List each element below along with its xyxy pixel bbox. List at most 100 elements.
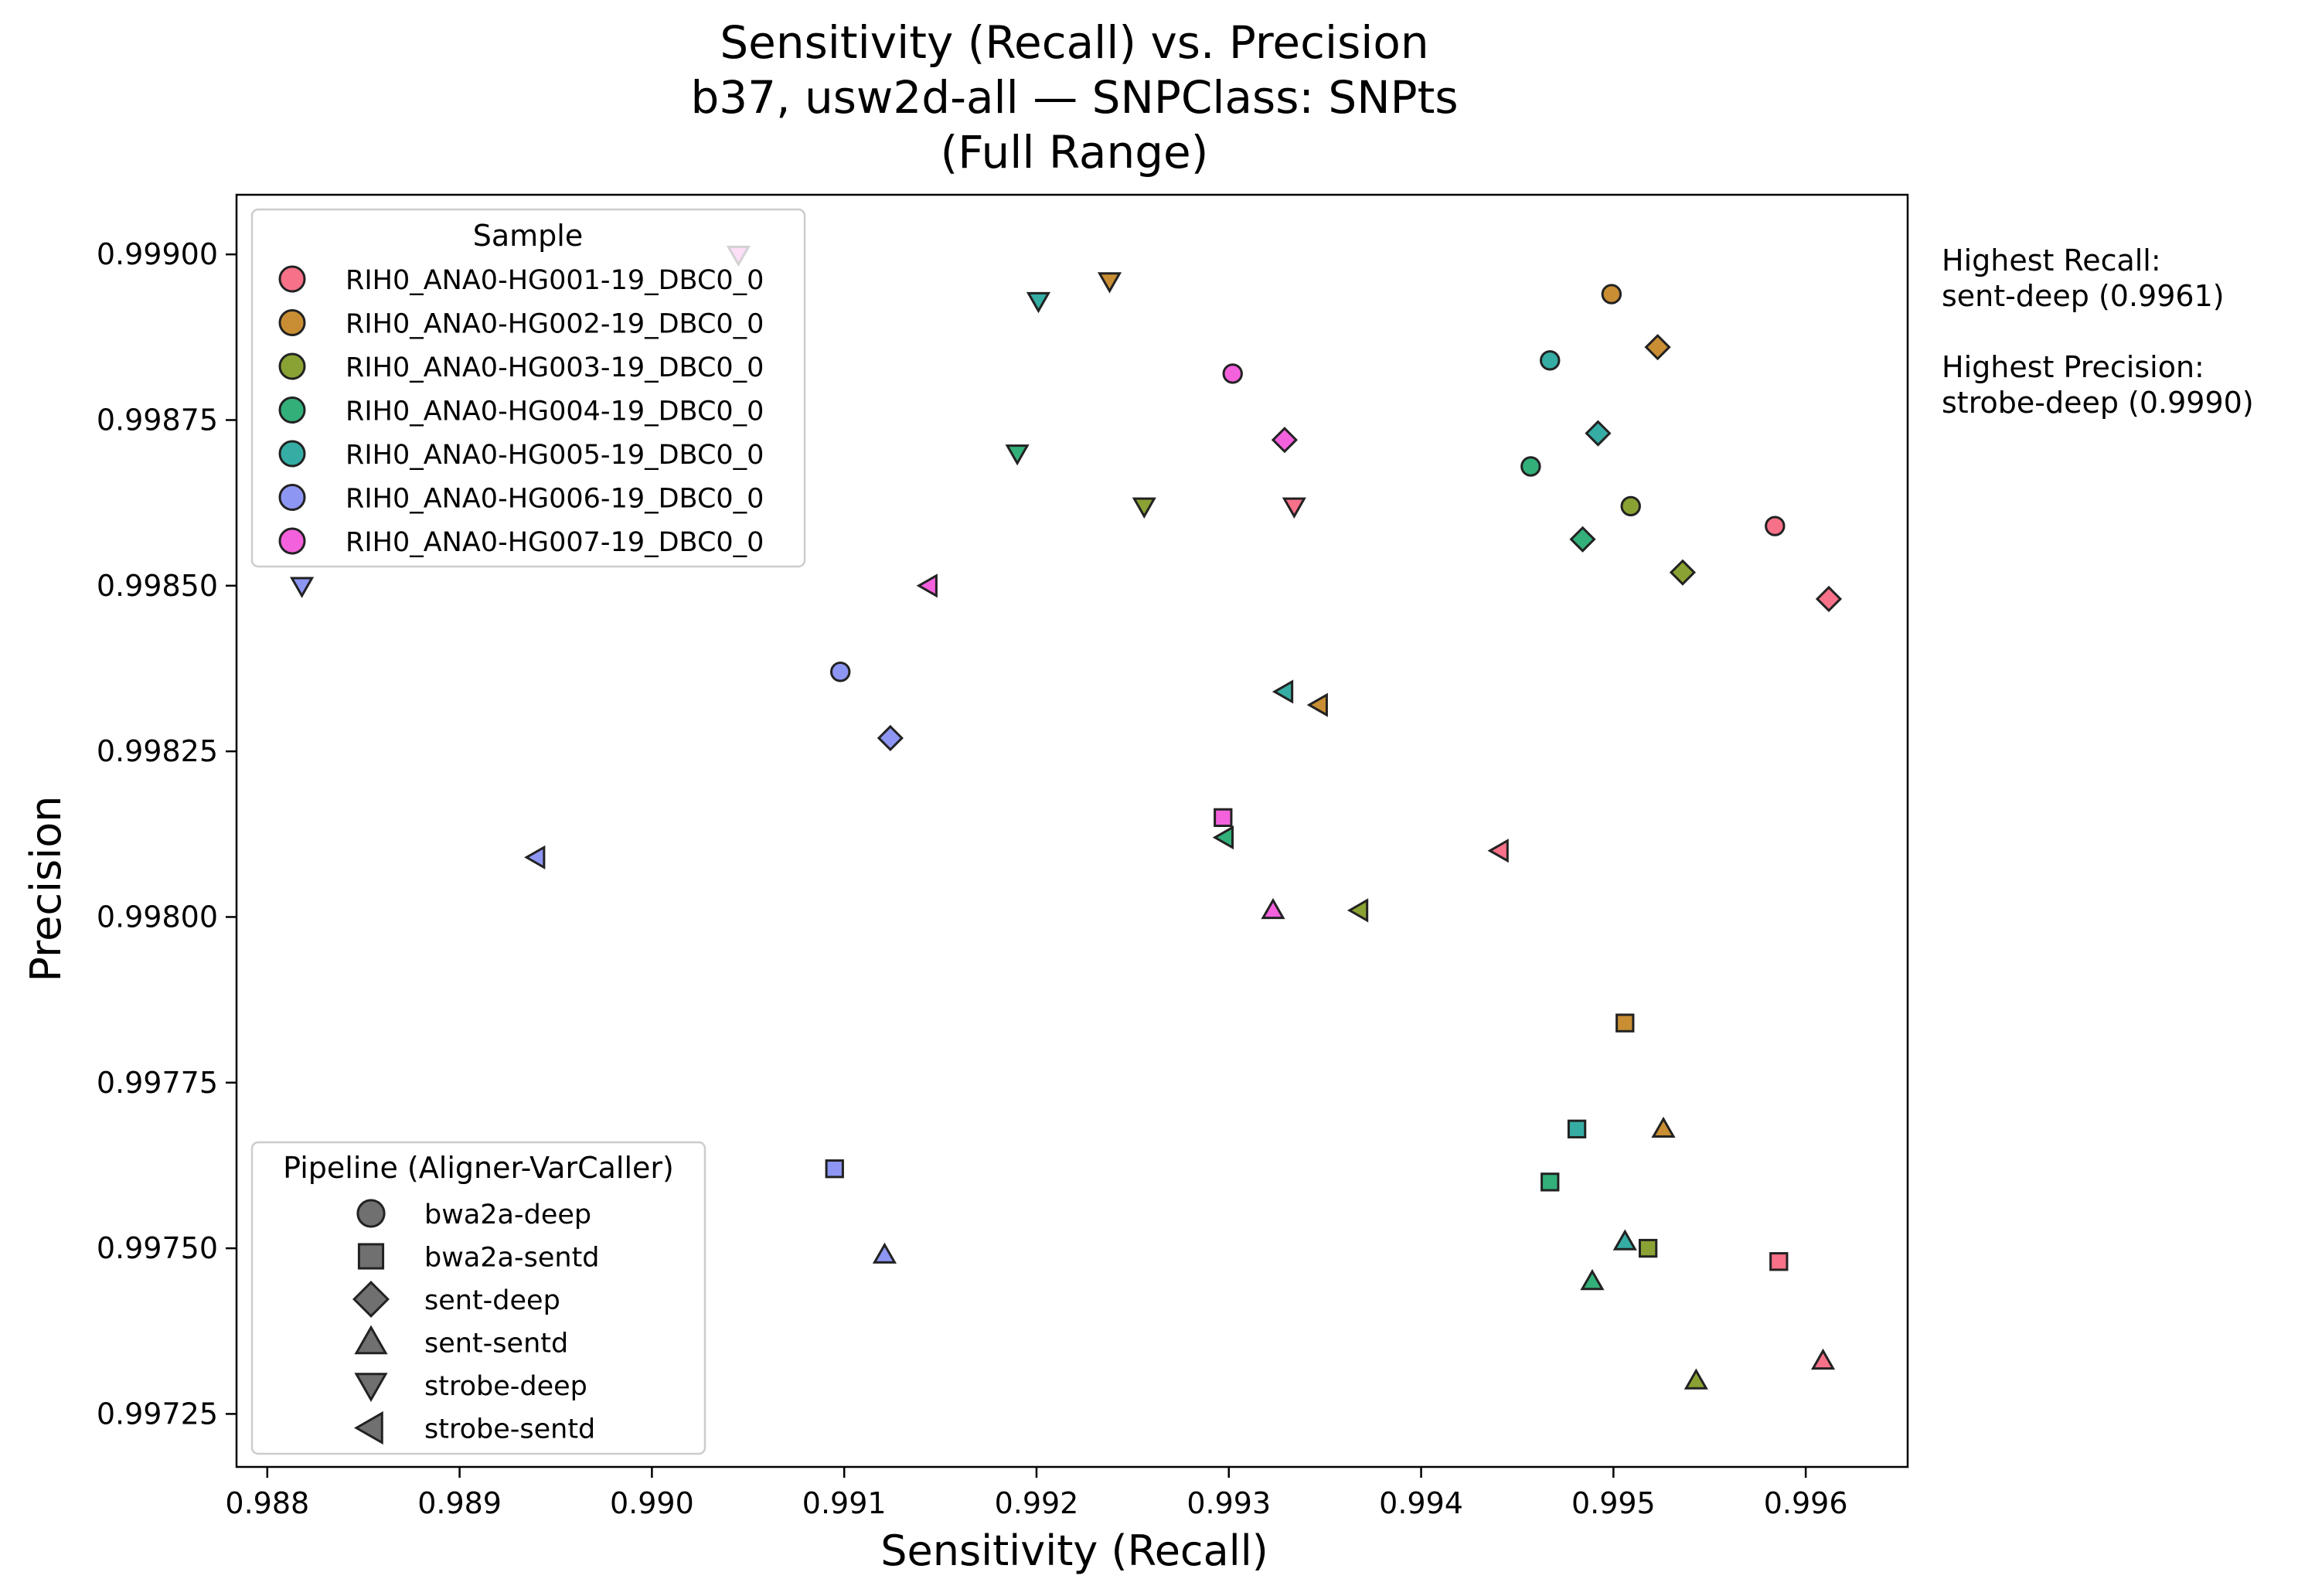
sample-legend-label: RIH0_ANA0-HG004-19_DBC0_0	[346, 396, 764, 427]
x-tick-label: 0.992	[995, 1486, 1079, 1520]
data-point-bwa2a-sentd	[1214, 808, 1233, 828]
data-point-strobe-deep	[1282, 497, 1306, 519]
sample-legend-label: RIH0_ANA0-HG007-19_DBC0_0	[346, 527, 764, 558]
annotation-highest-recall-label: Highest Recall:	[1942, 243, 2161, 277]
y-tick-label: 0.99850	[97, 569, 218, 603]
pipeline-legend: Pipeline (Aligner-VarCaller) bwa2a-deep b…	[250, 1141, 706, 1455]
plot-frame	[235, 193, 1909, 1468]
sample-legend-label: RIH0_ANA0-HG003-19_DBC0_0	[346, 352, 764, 383]
y-tick-label: 0.99875	[97, 403, 218, 437]
data-point-bwa2a-deep	[1765, 516, 1786, 536]
annotation-highest-precision-label: Highest Precision:	[1942, 350, 2204, 384]
data-point-strobe-deep	[1005, 444, 1030, 466]
data-point-sent-deep	[877, 724, 904, 752]
data-point-bwa2a-sentd	[1615, 1013, 1635, 1033]
legend-swatch-circle	[278, 484, 306, 511]
legend-swatch-circle	[278, 527, 306, 555]
data-point-strobe-deep	[290, 577, 315, 598]
data-point-bwa2a-deep	[830, 662, 851, 682]
x-tick-label: 0.993	[1186, 1486, 1271, 1520]
legend-marker-circle-icon	[356, 1199, 386, 1228]
legend-marker-triangle-up-icon	[354, 1325, 388, 1355]
pipeline-legend-label: sent-sentd	[424, 1329, 568, 1359]
sample-legend-label: RIH0_ANA0-HG001-19_DBC0_0	[346, 265, 764, 296]
x-tick-label: 0.990	[610, 1486, 694, 1520]
data-point-sent-deep	[1585, 420, 1612, 447]
y-tick-label: 0.99825	[97, 734, 218, 768]
x-tick-label: 0.991	[802, 1486, 887, 1520]
x-tick-label: 0.989	[417, 1486, 502, 1520]
chart-title: Sensitivity (Recall) vs. Precision	[720, 16, 1428, 69]
data-point-sent-deep	[1569, 526, 1596, 553]
sample-legend-label: RIH0_ANA0-HG006-19_DBC0_0	[346, 484, 764, 515]
pipeline-legend-label: strobe-sentd	[424, 1414, 595, 1445]
data-point-bwa2a-deep	[1620, 495, 1641, 517]
data-point-sent-deep	[1271, 427, 1298, 454]
data-point-sent-deep	[1815, 585, 1843, 613]
data-point-bwa2a-sentd	[825, 1159, 844, 1179]
legend-marker-diamond-icon	[352, 1281, 390, 1318]
legend-marker-triangle-left-icon	[353, 1411, 383, 1445]
data-point-sent-sentd	[1810, 1348, 1836, 1370]
chart-subtitle: b37, usw2d-all — SNPClass: SNPts	[690, 71, 1458, 124]
data-point-bwa2a-deep	[1222, 363, 1243, 384]
data-point-strobe-sentd	[1487, 839, 1509, 863]
data-point-strobe-sentd	[1272, 679, 1294, 704]
data-point-strobe-sentd	[1346, 898, 1369, 923]
pipeline-legend-label: strobe-deep	[424, 1371, 587, 1402]
legend-marker-square-icon	[357, 1243, 385, 1270]
data-point-sent-sentd	[1580, 1268, 1605, 1291]
legend-swatch-circle	[278, 396, 306, 424]
data-point-bwa2a-sentd	[1541, 1172, 1560, 1192]
legend-marker-triangle-down-icon	[354, 1373, 388, 1403]
y-axis-label: Precision	[22, 796, 70, 982]
x-tick-label: 0.988	[225, 1486, 309, 1520]
data-point-bwa2a-deep	[1601, 284, 1622, 305]
x-tick-label: 0.996	[1764, 1486, 1848, 1520]
data-point-bwa2a-sentd	[1769, 1252, 1789, 1271]
data-point-bwa2a-deep	[1540, 350, 1561, 371]
data-point-strobe-sentd	[524, 845, 546, 869]
y-tick-label: 0.99775	[97, 1066, 218, 1100]
data-point-strobe-deep	[1132, 497, 1156, 519]
sample-legend-label: RIH0_ANA0-HG002-19_DBC0_0	[346, 309, 764, 340]
y-tick-label: 0.99900	[97, 237, 218, 271]
sample-legend-label: RIH0_ANA0-HG005-19_DBC0_0	[346, 440, 764, 471]
data-point-sent-deep	[1669, 559, 1696, 586]
data-point-bwa2a-deep	[1520, 456, 1541, 477]
data-point-strobe-sentd	[1212, 825, 1234, 850]
y-tick-label: 0.99800	[97, 900, 218, 934]
annotation-highest-recall-value: sent-deep (0.9961)	[1942, 279, 2225, 313]
x-tick-label: 0.995	[1571, 1486, 1656, 1520]
pipeline-legend-label: bwa2a-sentd	[424, 1243, 600, 1274]
pipeline-legend-label: sent-deep	[424, 1285, 560, 1316]
data-point-sent-sentd	[1261, 897, 1285, 920]
data-point-sent-sentd	[1683, 1368, 1708, 1390]
sample-legend-title: Sample	[473, 219, 583, 253]
chart-subtitle-range: (Full Range)	[941, 126, 1209, 179]
data-point-bwa2a-sentd	[1638, 1238, 1658, 1258]
data-point-strobe-deep	[1026, 291, 1051, 314]
sample-legend: Sample RIH0_ANA0-HG001-19_DBC0_0 RIH0_ANA…	[250, 208, 806, 568]
data-point-strobe-deep	[1097, 272, 1122, 294]
legend-swatch-circle	[278, 352, 306, 380]
sample-legend-box	[250, 208, 806, 568]
data-point-strobe-sentd	[916, 573, 938, 598]
x-tick-label: 0.994	[1379, 1486, 1463, 1520]
data-point-strobe-sentd	[1306, 693, 1328, 717]
legend-swatch-circle	[278, 265, 306, 293]
data-point-sent-sentd	[1612, 1229, 1637, 1251]
annotation-highest-precision-value: strobe-deep (0.9990)	[1942, 386, 2254, 420]
x-axis-label: Sensitivity (Recall)	[880, 1526, 1268, 1575]
legend-swatch-circle	[278, 440, 306, 468]
legend-swatch-circle	[278, 309, 306, 336]
data-point-sent-sentd	[872, 1242, 897, 1264]
pipeline-legend-label: bwa2a-deep	[424, 1200, 591, 1230]
y-tick-label: 0.99725	[97, 1397, 218, 1431]
y-tick-label: 0.99750	[97, 1231, 218, 1265]
data-point-sent-deep	[1644, 334, 1671, 361]
data-point-sent-sentd	[1651, 1116, 1676, 1138]
pipeline-legend-title: Pipeline (Aligner-VarCaller)	[283, 1151, 674, 1185]
data-point-bwa2a-sentd	[1567, 1119, 1587, 1138]
